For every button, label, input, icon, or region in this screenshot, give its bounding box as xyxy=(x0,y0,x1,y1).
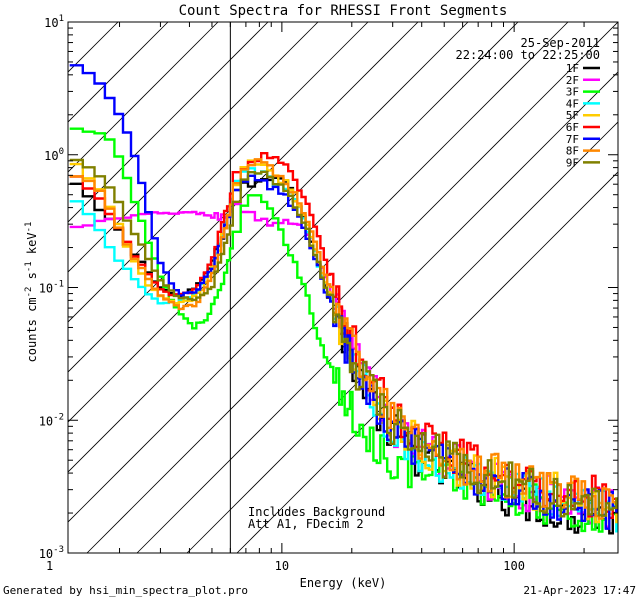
y-tick-label: 10-1 xyxy=(39,280,64,296)
footer-generator: Generated by hsi_min_spectra_plot.pro xyxy=(3,584,248,597)
legend-label: 3F xyxy=(566,86,579,99)
time-range-label: 22:24:00 to 22:25:00 xyxy=(456,48,601,62)
y-axis-label-part: keV xyxy=(25,232,39,261)
legend-label: 7F xyxy=(566,133,579,146)
hatch-line xyxy=(136,71,618,553)
x-tick-labels: 1 10 100 xyxy=(46,559,525,573)
y-axis-label-exponent: -1 xyxy=(24,222,34,233)
hatch-line xyxy=(68,22,519,473)
y-tick-labels: 10-3 10-2 10-1 100 101 xyxy=(39,14,64,561)
y-tick-label: 10-2 xyxy=(39,412,64,428)
legend-label: 5F xyxy=(566,109,579,122)
y-axis-label-exponent: -1 xyxy=(24,261,34,272)
series-layer xyxy=(69,64,618,535)
hatch-line xyxy=(68,22,469,423)
y-axis-label-part: s xyxy=(25,272,39,286)
legend-label: 8F xyxy=(566,145,579,158)
y-axis-label: counts cm-2 s-1 keV-1 xyxy=(24,222,39,363)
legend-label: 1F xyxy=(566,62,579,75)
hatch-line xyxy=(186,121,618,553)
y-axis-label-exponent: -2 xyxy=(24,287,34,298)
y-axis-label-part: counts cm xyxy=(25,297,39,362)
y-tick-label: 101 xyxy=(44,14,64,30)
legend-label: 9F xyxy=(566,156,579,169)
date-label: 25-Sep-2011 xyxy=(521,36,600,50)
hatch-line xyxy=(86,22,618,553)
x-tick-label: 10 xyxy=(275,559,289,573)
hatch-line xyxy=(236,171,618,553)
x-axis-label: Energy (keV) xyxy=(300,576,387,590)
x-tick-label: 1 xyxy=(46,559,53,573)
hatch-line xyxy=(68,22,269,223)
axis-ticks xyxy=(68,21,618,554)
hatch-line xyxy=(68,22,369,323)
hatch-line xyxy=(68,22,319,273)
legend-label: 4F xyxy=(566,97,579,110)
legend-label: 2F xyxy=(566,74,579,87)
y-tick-label: 100 xyxy=(44,147,64,163)
annotation-background: Includes Background xyxy=(248,505,385,519)
hatch-line xyxy=(68,22,169,123)
y-tick-label: 10-3 xyxy=(39,545,64,561)
hatch-line xyxy=(68,22,219,173)
series-line-9F xyxy=(69,158,618,518)
series-line-3F xyxy=(69,127,618,533)
chart-title: Count Spectra for RHESSI Front Segments xyxy=(179,3,508,19)
footer-timestamp: 21-Apr-2023 17:47 xyxy=(523,584,636,597)
legend-label: 6F xyxy=(566,121,579,134)
annotation-attenuator: Att A1, FDecim 2 xyxy=(248,517,364,531)
x-tick-label: 100 xyxy=(503,559,525,573)
hatch-line xyxy=(68,22,569,523)
